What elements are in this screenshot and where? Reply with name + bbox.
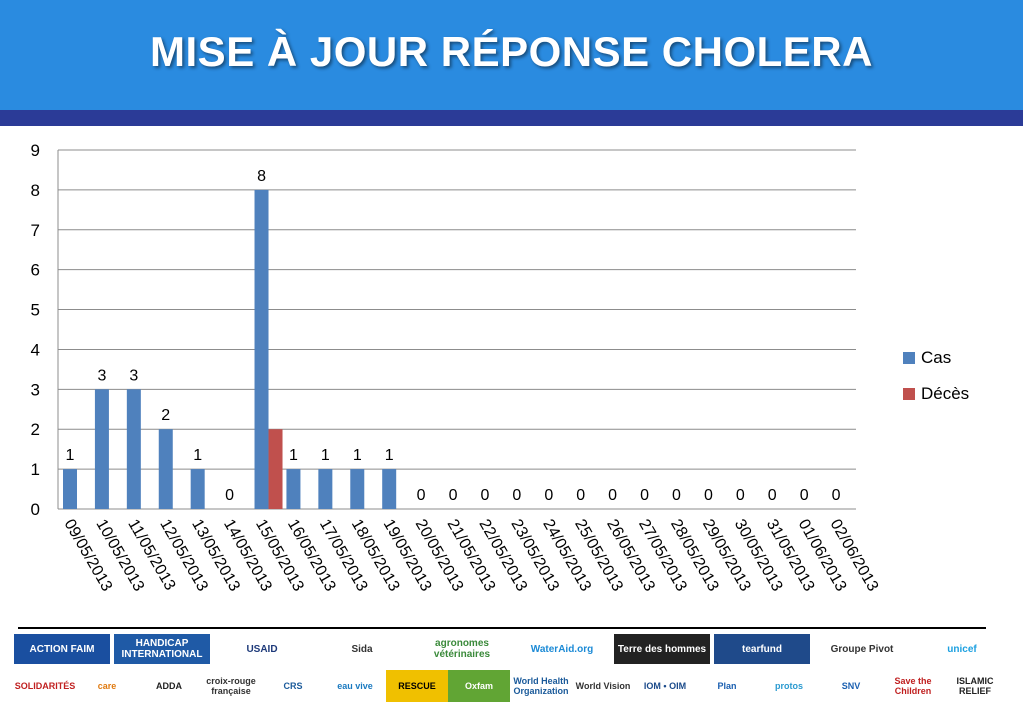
- bar-cas: [286, 469, 301, 509]
- eau-vive-logo: eau vive: [324, 670, 386, 702]
- data-label: 0: [481, 487, 490, 504]
- protos-logo: protos: [758, 670, 820, 702]
- data-label: 0: [736, 487, 745, 504]
- y-tick-label: 2: [31, 420, 40, 439]
- unicef-logo: unicef: [914, 634, 1010, 664]
- legend-item-cas: Cas: [903, 348, 969, 368]
- header-accent-bar: [0, 110, 1023, 126]
- bar-cas: [126, 389, 141, 509]
- data-label: 0: [608, 487, 617, 504]
- bar-cas: [318, 469, 333, 509]
- agronomes-veterinaires-logo: agronomes vétérinaires: [414, 634, 510, 664]
- legend-label-deces: Décès: [921, 384, 970, 403]
- crs-logo: CRS: [262, 670, 324, 702]
- bar-cas: [158, 429, 173, 509]
- legend-item-deces: Décès: [903, 384, 969, 404]
- data-label: 0: [544, 487, 553, 504]
- bar-chart: 0123456789109/05/2013310/05/2013311/05/2…: [31, 141, 882, 594]
- plan-logo: Plan: [696, 670, 758, 702]
- data-label: 0: [449, 487, 458, 504]
- wateraid-logo: WaterAid.org: [514, 634, 610, 664]
- sida-logo: Sida: [314, 634, 410, 664]
- data-label: 1: [385, 447, 394, 464]
- data-label: 1: [353, 447, 362, 464]
- data-label: 0: [225, 487, 234, 504]
- data-label: 0: [768, 487, 777, 504]
- data-label: 1: [321, 447, 330, 464]
- data-label: 3: [129, 367, 138, 384]
- data-label: 3: [97, 367, 106, 384]
- iom-logo: IOM • OIM: [634, 670, 696, 702]
- adda-logo: ADDA: [138, 670, 200, 702]
- partner-logos: ACTION FAIM HANDICAP INTERNATIONAL USAID Si…: [14, 632, 1014, 706]
- legend-swatch-cas: [903, 352, 915, 364]
- tearfund-logo: tearfund: [714, 634, 810, 664]
- oxfam-logo: Oxfam: [448, 670, 510, 702]
- data-label: 0: [800, 487, 809, 504]
- bar-cas: [350, 469, 365, 509]
- care-logo: care: [76, 670, 138, 702]
- y-tick-label: 4: [31, 340, 40, 359]
- y-tick-label: 5: [31, 301, 40, 320]
- islamic-relief-logo: ISLAMIC RELIEF: [944, 670, 1006, 702]
- data-label: 0: [640, 487, 649, 504]
- legend-swatch-deces: [903, 388, 915, 400]
- data-label: 1: [193, 447, 202, 464]
- bar-cas: [190, 469, 205, 509]
- bar-cas: [94, 389, 109, 509]
- data-label: 0: [512, 487, 521, 504]
- irc-logo: RESCUE: [386, 670, 448, 702]
- terre-des-hommes-logo: Terre des hommes: [614, 634, 710, 664]
- data-label: 0: [832, 487, 841, 504]
- y-tick-label: 8: [31, 181, 40, 200]
- data-label: 0: [672, 487, 681, 504]
- legend-label-cas: Cas: [921, 348, 952, 367]
- bar-cas: [254, 189, 269, 509]
- y-tick-label: 9: [31, 141, 40, 160]
- world-vision-logo: World Vision: [572, 670, 634, 702]
- data-label: 0: [576, 487, 585, 504]
- chart-legend: Cas Décès: [903, 348, 969, 420]
- header-band: [0, 0, 1023, 110]
- groupe-pivot-logo: Groupe Pivot: [814, 634, 910, 664]
- bar-cas: [63, 469, 77, 509]
- bar-cas: [382, 469, 397, 509]
- save-the-children-logo: Save the Children: [882, 670, 944, 702]
- usaid-logo: USAID: [214, 634, 310, 664]
- data-label: 8: [257, 168, 266, 185]
- page-title: MISE À JOUR RÉPONSE CHOLERA: [150, 28, 873, 75]
- who-logo: World Health Organization: [510, 670, 572, 702]
- action-faim-logo: ACTION FAIM: [14, 634, 110, 664]
- y-tick-label: 0: [31, 500, 40, 519]
- y-tick-label: 3: [31, 380, 40, 399]
- data-label: 1: [289, 447, 298, 464]
- y-tick-label: 7: [31, 221, 40, 240]
- croix-rouge-logo: croix-rouge française: [200, 670, 262, 702]
- data-label: 2: [161, 407, 170, 424]
- data-label: 0: [704, 487, 713, 504]
- data-label: 0: [417, 487, 426, 504]
- y-tick-label: 1: [31, 460, 40, 479]
- bar-décès: [268, 429, 283, 509]
- snv-logo: SNV: [820, 670, 882, 702]
- y-tick-label: 6: [31, 261, 40, 280]
- footer-divider: [18, 627, 986, 629]
- data-label: 1: [66, 447, 75, 464]
- solidarites-logo: SOLIDARITÉS: [14, 670, 76, 702]
- handicap-international-logo: HANDICAP INTERNATIONAL: [114, 634, 210, 664]
